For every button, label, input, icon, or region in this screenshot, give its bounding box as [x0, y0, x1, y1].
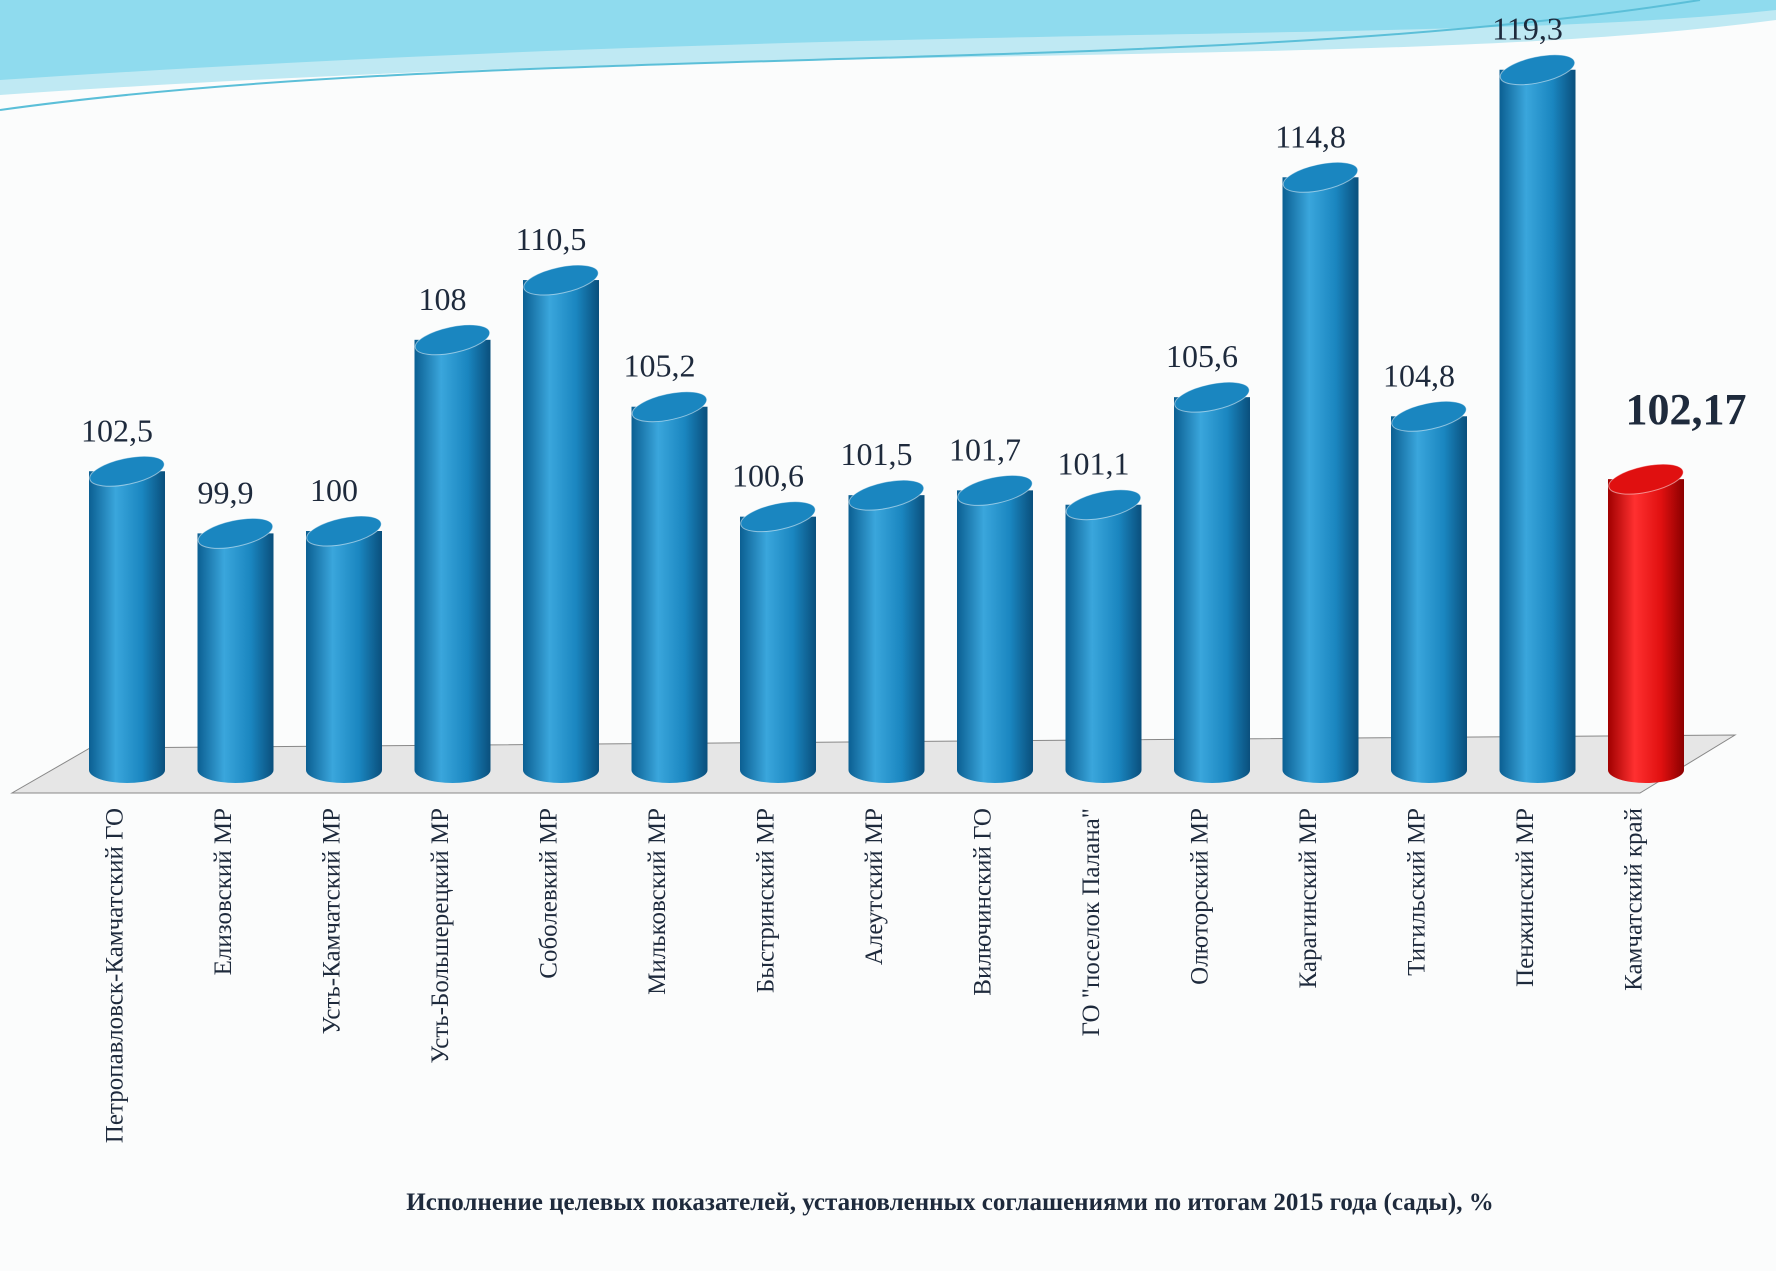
bar	[1499, 69, 1576, 771]
bar-top	[197, 517, 274, 549]
value-label: 102,17	[1626, 385, 1747, 434]
x-tick-label: Мильковский МР	[644, 808, 671, 995]
bar-top	[1608, 463, 1684, 495]
bar	[848, 495, 925, 770]
value-label: 102,5	[81, 412, 153, 448]
value-label: 99,9	[198, 474, 254, 510]
value-label: 101,1	[1058, 446, 1130, 482]
bar-top	[414, 324, 491, 356]
value-label: 105,6	[1166, 338, 1238, 374]
value-label: 114,8	[1275, 118, 1346, 154]
bar	[1608, 479, 1684, 770]
bar	[306, 531, 382, 770]
bar-top	[89, 455, 165, 487]
x-tick-label: Пенжинский МР	[1512, 808, 1539, 987]
value-label: 101,7	[949, 431, 1021, 467]
x-tick-label: Камчатский край	[1621, 808, 1648, 991]
bar-top	[1391, 400, 1467, 432]
bar-top	[848, 479, 925, 511]
bar	[1174, 397, 1250, 770]
bar	[414, 339, 491, 770]
x-tick-label: Усть-Камчатский МР	[319, 808, 346, 1034]
x-tick-label: Быстринский МР	[753, 808, 780, 993]
x-tick-label: Тигильский МР	[1404, 808, 1431, 976]
bar	[523, 280, 599, 770]
decor-wave	[0, 0, 1776, 80]
x-tick-label: Соболевкий МР	[536, 808, 563, 979]
bar-top	[631, 391, 708, 423]
x-tick-label: ГО "поселок Палана"	[1078, 808, 1105, 1036]
bar-top	[1174, 381, 1250, 413]
bar-top	[1499, 54, 1576, 86]
bar-top	[740, 501, 816, 533]
x-tick-label: Усть-Большерецкий МР	[427, 808, 454, 1063]
bar	[631, 406, 708, 770]
x-tick-label: Петропавловск-Камчатский ГО	[102, 808, 129, 1143]
value-label: 100	[310, 472, 358, 508]
x-tick-label: Карагинский МР	[1295, 808, 1322, 988]
bar	[1391, 416, 1467, 770]
value-label: 101,5	[841, 436, 913, 472]
bar	[1282, 177, 1359, 770]
bar	[740, 516, 816, 770]
x-tick-label: Елизовский МР	[210, 808, 237, 975]
value-label: 105,2	[624, 348, 696, 384]
bar-top	[1065, 489, 1142, 521]
chart-title: Исполнение целевых показателей, установл…	[406, 1189, 1494, 1216]
bars: 102,5 Петропавловск-Камчатский ГО 99,9 Елиз…	[81, 11, 1747, 1143]
bar-top	[1282, 161, 1359, 193]
bar-top	[523, 264, 599, 296]
bar-top	[957, 474, 1033, 506]
bar	[957, 490, 1033, 770]
decor-line	[0, 0, 1701, 111]
value-label: 119,3	[1492, 11, 1563, 47]
x-tick-label: Олюторский МР	[1187, 808, 1214, 985]
value-label: 100,6	[732, 458, 804, 494]
bar	[1065, 504, 1142, 770]
x-tick-label: Алеутский МР	[861, 808, 888, 965]
x-tick-label: Вилючинский ГО	[970, 808, 997, 996]
value-label: 108	[419, 281, 467, 317]
value-label: 110,5	[516, 221, 587, 257]
value-label: 104,8	[1383, 357, 1455, 393]
bar-top	[306, 515, 382, 547]
bar	[89, 471, 165, 770]
bar	[197, 533, 274, 770]
